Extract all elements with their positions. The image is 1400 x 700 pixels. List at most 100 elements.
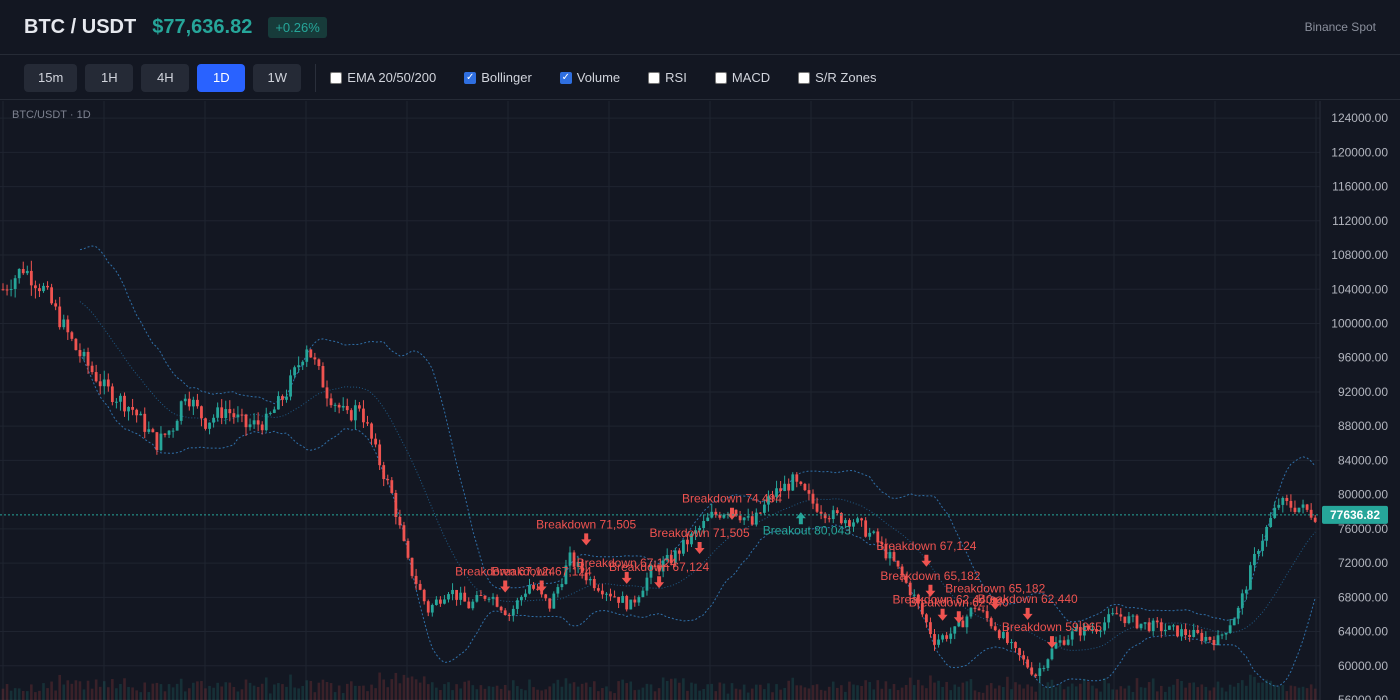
volume-bar <box>30 684 33 700</box>
volume-bar <box>985 685 989 700</box>
timeframe-4h-button[interactable]: 4H <box>141 63 190 92</box>
timeframe-1h-button[interactable]: 1H <box>85 63 134 92</box>
candle-body <box>434 599 438 605</box>
volume-bar <box>560 686 564 700</box>
candle-body <box>1204 636 1208 641</box>
volume-bar <box>1232 686 1236 700</box>
candle-body <box>9 289 13 291</box>
volume-bar <box>341 693 345 700</box>
candle-body <box>179 401 183 421</box>
indicator-macd-toggle[interactable]: MACD <box>714 70 770 85</box>
timeframe-1d-button[interactable]: 1D <box>197 63 246 92</box>
volume-bar <box>285 686 288 700</box>
volume-bar <box>682 678 685 700</box>
volume-bar <box>1091 685 1094 700</box>
candle-body <box>321 366 325 388</box>
breakdown-label: Breakdown 67,124 <box>455 564 555 578</box>
bollinger-checkbox[interactable]: ✓ <box>464 71 477 84</box>
volume-bar <box>1099 691 1102 700</box>
candle-body <box>528 584 531 594</box>
volume-bar <box>345 683 349 700</box>
indicator-volume-toggle[interactable]: ✓ Volume <box>559 70 620 85</box>
timeframe-1w-button[interactable]: 1W <box>253 63 302 92</box>
volume-bar <box>62 684 66 700</box>
volume-bar <box>26 691 29 700</box>
volume-bar <box>58 674 61 700</box>
volume-bar <box>78 681 82 700</box>
volume-bar <box>904 684 908 700</box>
volume-bar <box>544 689 547 700</box>
volume-bar <box>256 686 260 700</box>
candle-body <box>856 518 859 523</box>
candle-body <box>677 550 681 554</box>
volume-bar <box>1245 685 1248 700</box>
candle-body <box>669 555 673 564</box>
volume-bar <box>653 691 657 700</box>
volume-bar <box>244 679 248 700</box>
candle-body <box>673 550 677 564</box>
volume-bar <box>925 688 928 700</box>
volume-bar <box>1030 686 1033 700</box>
volume-bar <box>912 685 916 700</box>
breakdown-arrow-icon <box>694 541 705 554</box>
candle-body <box>1244 589 1248 594</box>
rsi-checkbox[interactable] <box>648 71 661 84</box>
candle-body <box>791 474 795 491</box>
candle-body <box>86 351 90 366</box>
volume-bar <box>337 685 341 700</box>
volume-bar <box>937 680 940 700</box>
volume-bar <box>738 689 742 700</box>
candle-body <box>1228 625 1232 633</box>
candle-body <box>738 515 742 521</box>
volume-bar <box>1135 678 1139 700</box>
volume-bar <box>1147 682 1151 700</box>
breakdown-label: Breakdown 67,124 <box>577 556 677 570</box>
candle-body <box>536 588 539 590</box>
volume-bar <box>66 680 70 700</box>
candle-body <box>799 481 803 484</box>
macd-checkbox[interactable] <box>714 71 727 84</box>
volume-bar <box>795 685 799 700</box>
candle-body <box>1273 507 1277 518</box>
volume-bar <box>552 683 556 700</box>
candle-body <box>487 598 491 600</box>
volume-checkbox[interactable]: ✓ <box>559 71 572 84</box>
candle-body <box>532 584 535 589</box>
indicator-bollinger-toggle[interactable]: ✓ Bollinger <box>464 70 532 85</box>
sr-zones-checkbox[interactable] <box>798 71 811 84</box>
candle-body <box>110 386 114 402</box>
candle-body <box>402 525 406 541</box>
volume-bar <box>949 690 952 700</box>
indicator-rsi-toggle[interactable]: RSI <box>648 70 687 85</box>
volume-bar <box>111 678 114 700</box>
volume-bar <box>528 679 531 700</box>
candle-body <box>1184 629 1187 636</box>
indicator-sr-zones-toggle[interactable]: S/R Zones <box>798 70 877 85</box>
timeframe-15m-button[interactable]: 15m <box>24 63 78 92</box>
candle-body <box>754 512 758 525</box>
volume-bar <box>1160 685 1163 700</box>
candle-body <box>204 418 207 429</box>
candle-body <box>718 514 722 518</box>
y-axis-tick-label: 88000.00 <box>1338 419 1388 433</box>
candle-body <box>515 600 519 609</box>
ema-checkbox[interactable] <box>330 71 343 84</box>
volume-bar <box>536 689 539 700</box>
volume-bar <box>366 691 369 700</box>
price-chart[interactable]: 56000.00 60000.00 64000.00 68000.00 72000.00… <box>0 101 1400 700</box>
y-axis-tick-label: 64000.00 <box>1338 625 1388 639</box>
candle-body <box>989 618 993 627</box>
volume-bar <box>507 690 511 700</box>
volume-bar <box>277 683 280 700</box>
candle-body <box>503 610 507 615</box>
candle-body <box>232 413 236 418</box>
breakdown-label: Breakdown 71,505 <box>650 526 750 540</box>
indicator-ema-toggle[interactable]: EMA 20/50/200 <box>330 70 436 85</box>
candle-body <box>1099 630 1102 632</box>
candle-body <box>463 592 467 602</box>
candle-body <box>1038 668 1042 676</box>
candle-body <box>734 509 738 516</box>
candle-body <box>277 396 280 410</box>
volume-bar <box>499 688 503 700</box>
volume-bar <box>597 691 600 700</box>
